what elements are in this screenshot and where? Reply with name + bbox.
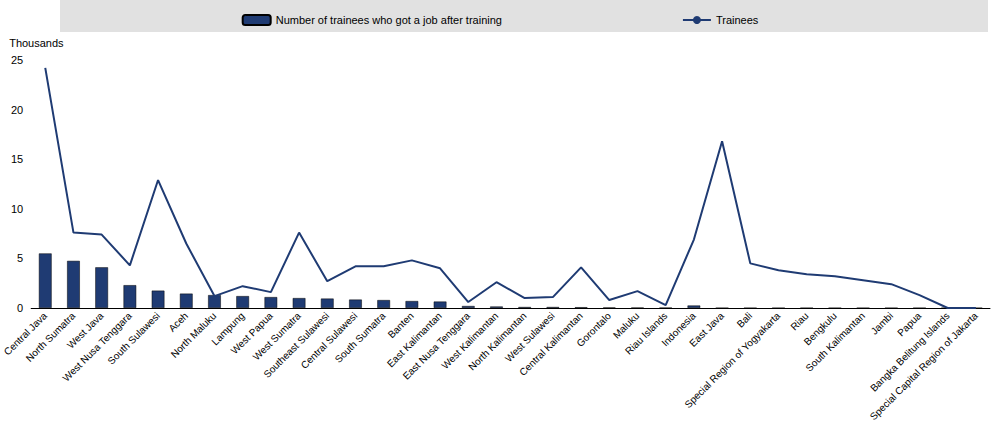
svg-text:Maluku: Maluku: [610, 310, 642, 341]
svg-text:Lampung: Lampung: [209, 310, 247, 348]
svg-text:Riau: Riau: [788, 310, 810, 332]
svg-text:5: 5: [17, 252, 23, 264]
svg-text:Thousands: Thousands: [9, 37, 64, 49]
svg-text:West Java: West Java: [64, 310, 106, 351]
svg-text:West Papua: West Papua: [228, 310, 275, 357]
svg-text:West Sulawesi: West Sulawesi: [503, 310, 557, 364]
svg-text:East Java: East Java: [687, 310, 726, 349]
svg-text:Southeast Sulawesi: Southeast Sulawesi: [261, 310, 332, 380]
svg-text:10: 10: [11, 203, 23, 215]
svg-text:Special Capital Region of Jaka: Special Capital Region of Jakarta: [868, 310, 980, 422]
svg-text:North Maluku: North Maluku: [169, 310, 219, 360]
svg-text:Aceh: Aceh: [166, 310, 190, 334]
svg-text:Indonesia: Indonesia: [659, 310, 698, 349]
svg-text:East Kalimantan: East Kalimantan: [384, 310, 444, 370]
svg-text:Gorontalo: Gorontalo: [574, 310, 613, 349]
svg-text:South Sumatra: South Sumatra: [333, 310, 388, 365]
svg-text:20: 20: [11, 104, 23, 116]
svg-text:Papua: Papua: [895, 310, 924, 339]
svg-text:West Nusa Tenggara: West Nusa Tenggara: [60, 310, 134, 384]
svg-text:South Sulawesi: South Sulawesi: [106, 310, 162, 366]
svg-text:Central Sulawesi: Central Sulawesi: [298, 310, 360, 371]
svg-text:15: 15: [11, 153, 23, 165]
svg-text:Riau Islands: Riau Islands: [623, 310, 670, 357]
svg-text:Trainees: Trainees: [716, 14, 759, 26]
svg-text:Bengkulu: Bengkulu: [801, 310, 839, 348]
svg-text:Special Region of Yogyakarta: Special Region of Yogyakarta: [682, 310, 782, 410]
svg-text:Banten: Banten: [385, 310, 416, 341]
svg-text:Jambi: Jambi: [869, 310, 896, 337]
svg-text:North Kalimantan: North Kalimantan: [466, 310, 529, 373]
svg-text:Bali: Bali: [735, 310, 755, 330]
svg-text:25: 25: [11, 54, 23, 66]
svg-text:Central Kalimantan: Central Kalimantan: [517, 310, 585, 378]
svg-text:Number of trainees who got a j: Number of trainees who got a job after t…: [276, 14, 502, 26]
svg-text:West Sumatra: West Sumatra: [251, 310, 304, 363]
svg-text:North Sumatra: North Sumatra: [24, 310, 78, 364]
svg-text:Central Java: Central Java: [1, 310, 50, 358]
svg-text:Bangka Belitung Islands: Bangka Belitung Islands: [868, 310, 952, 394]
svg-text:West Kalimantan: West Kalimantan: [439, 310, 501, 372]
svg-text:0: 0: [17, 302, 23, 314]
svg-text:East Nusa Tenggara: East Nusa Tenggara: [400, 310, 473, 382]
svg-text:South Kalimantan: South Kalimantan: [803, 310, 867, 374]
